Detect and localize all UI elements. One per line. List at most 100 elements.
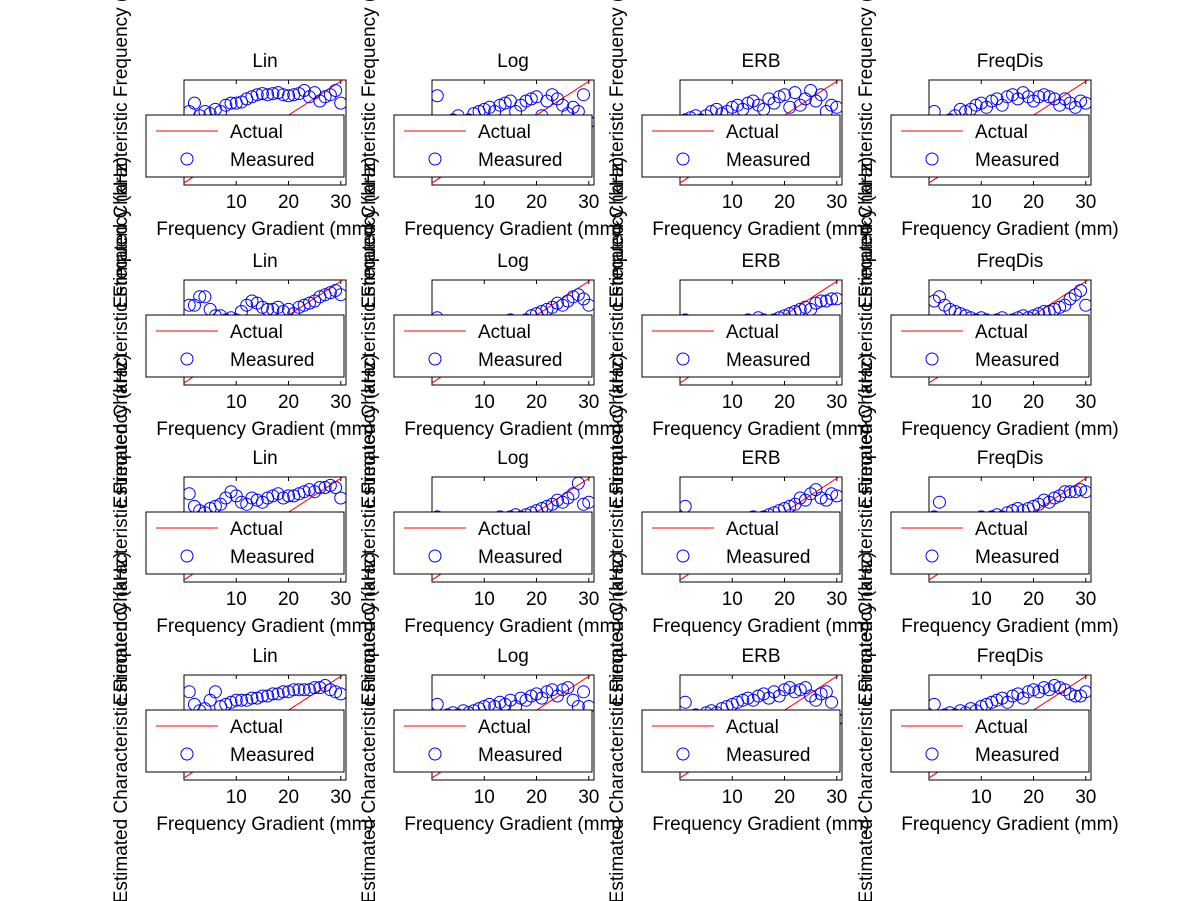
measured-point: [778, 683, 792, 697]
x-tick-label: 20: [1023, 787, 1044, 808]
legend-actual-label: Actual: [478, 122, 531, 143]
measured-point: [1037, 681, 1051, 695]
legend: Actual Measured: [641, 511, 841, 575]
y-axis-label: Estimated Characteristic Frequency (kHz): [111, 552, 132, 901]
legend-measured-marker: [180, 549, 194, 563]
legend: Actual Measured: [890, 511, 1090, 575]
subplot-title: ERB: [741, 251, 780, 272]
legend-measured-marker: [180, 747, 194, 761]
subplot-7: 10 20 30 ERB Actual Measured Frequency Gradien…: [607, 157, 870, 509]
legend-measured-label: Measured: [230, 745, 315, 766]
legend: Actual Measured: [145, 709, 345, 773]
x-tick-label: 10: [474, 392, 495, 413]
legend-actual-label: Actual: [478, 519, 531, 540]
measured-point: [561, 681, 575, 695]
measured-point: [498, 96, 512, 110]
measured-point: [1053, 300, 1067, 314]
legend: Actual Measured: [393, 314, 593, 378]
measured-point: [1079, 298, 1091, 312]
subplot-title: ERB: [741, 51, 780, 72]
measured-point: [783, 100, 797, 114]
x-tick-label: 30: [1075, 787, 1096, 808]
legend: Actual Measured: [145, 114, 345, 178]
subplot-1: 10 20 30 Lin Actual Measured Frequency Gradien…: [111, 0, 374, 308]
legend-measured-label: Measured: [975, 150, 1060, 171]
x-tick-label: 20: [774, 787, 795, 808]
legend-measured-marker: [180, 352, 194, 366]
legend: Actual Measured: [145, 314, 345, 378]
y-axis-label: Estimated Characteristic Frequency (kHz): [856, 0, 877, 308]
x-axis-label: Frequency Gradient (mm): [901, 616, 1119, 637]
measured-point: [1053, 681, 1067, 695]
measured-point: [276, 685, 290, 699]
subplot-title: FreqDis: [977, 448, 1044, 469]
y-axis-label: Estimated Characteristic Frequency (kHz): [607, 552, 628, 901]
x-tick-label: 20: [278, 787, 299, 808]
measured-point: [550, 493, 564, 507]
legend-actual-label: Actual: [726, 122, 779, 143]
legend-measured-label: Measured: [230, 547, 315, 568]
measured-point: [1047, 491, 1061, 505]
x-tick-label: 30: [578, 192, 599, 213]
legend-measured-marker: [428, 747, 442, 761]
x-tick-label: 10: [971, 192, 992, 213]
legend-box: [641, 511, 841, 575]
measured-point: [198, 290, 212, 304]
y-axis-label: Estimated Characteristic Frequency (kHz): [607, 157, 628, 509]
measured-point: [292, 683, 306, 697]
subplot-5: 10 20 30 Lin Actual Measured Frequency Gradien…: [111, 157, 374, 509]
x-tick-label: 10: [722, 392, 743, 413]
subplot-4: 10 20 30 FreqDis Actual Measured Frequency Gra…: [856, 0, 1119, 308]
measured-point: [302, 683, 316, 697]
legend-measured-label: Measured: [726, 547, 811, 568]
x-tick-label: 30: [1075, 392, 1096, 413]
measured-point: [266, 489, 280, 503]
x-tick-label: 20: [1023, 192, 1044, 213]
measured-point: [313, 481, 327, 494]
measured-point: [334, 288, 346, 302]
x-tick-label: 30: [330, 192, 351, 213]
measured-point: [318, 90, 332, 104]
measured-point: [577, 497, 591, 511]
legend-measured-label: Measured: [230, 150, 315, 171]
measured-point: [302, 483, 316, 497]
measured-point: [1027, 683, 1041, 697]
legend-measured-label: Measured: [478, 745, 563, 766]
legend: Actual Measured: [641, 114, 841, 178]
measured-point: [990, 693, 1004, 707]
legend-actual-label: Actual: [478, 322, 531, 343]
measured-point: [276, 491, 290, 505]
measured-point: [432, 89, 444, 103]
measured-point: [1042, 90, 1056, 104]
measured-point: [741, 96, 755, 110]
legend-measured-marker: [180, 152, 194, 166]
x-axis-label: Frequency Gradient (mm): [901, 419, 1119, 440]
measured-point: [1079, 96, 1091, 110]
measured-point: [1074, 94, 1088, 108]
measured-point: [184, 298, 196, 312]
x-axis-label: Frequency Gradient (mm): [156, 814, 374, 835]
legend-measured-label: Measured: [975, 745, 1060, 766]
measured-point: [323, 286, 337, 300]
measured-point: [302, 296, 316, 310]
subplot-15: 10 20 30 ERB Actual Measured Frequency Gradien…: [607, 552, 870, 901]
legend-box: [393, 709, 593, 773]
x-axis-label: Frequency Gradient (mm): [156, 419, 374, 440]
x-axis-label: Frequency Gradient (mm): [404, 419, 622, 440]
measured-point: [1006, 689, 1020, 703]
x-tick-label: 30: [826, 392, 847, 413]
measured-point: [1068, 485, 1082, 499]
legend: Actual Measured: [641, 709, 841, 773]
x-tick-label: 30: [578, 787, 599, 808]
subplot-title: FreqDis: [977, 251, 1044, 272]
measured-point: [524, 689, 538, 703]
measured-point: [819, 685, 833, 699]
legend-box: [890, 511, 1090, 575]
subplot-title: Lin: [252, 251, 277, 272]
measured-point: [830, 489, 842, 503]
legend-measured-marker: [925, 747, 939, 761]
measured-point: [725, 100, 739, 114]
measured-point: [266, 687, 280, 701]
x-tick-label: 10: [971, 787, 992, 808]
